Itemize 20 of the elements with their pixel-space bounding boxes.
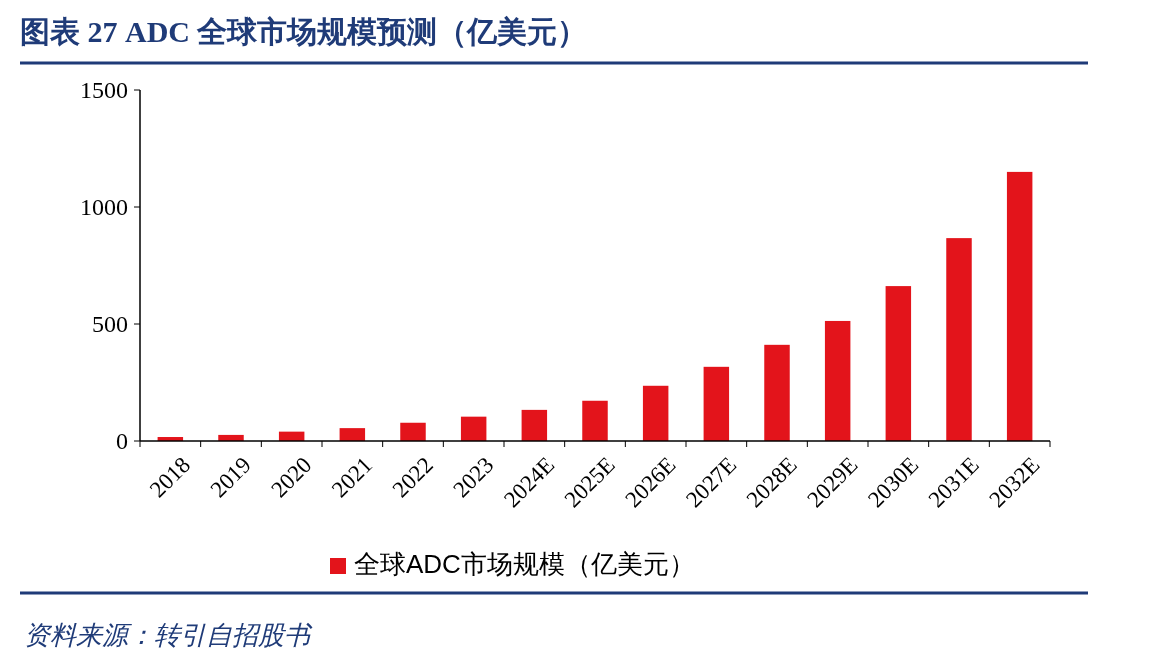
bar xyxy=(521,409,548,441)
bar xyxy=(339,428,366,441)
y-tick-label: 500 xyxy=(92,311,128,337)
bar xyxy=(460,416,487,441)
chart-title: 图表 27 ADC 全球市场规模预测（亿美元） xyxy=(20,15,588,48)
bar xyxy=(400,422,426,441)
y-tick-label: 1000 xyxy=(80,194,128,220)
bar xyxy=(642,385,669,441)
bar xyxy=(824,320,851,441)
bar xyxy=(946,238,972,441)
y-tick-label: 1500 xyxy=(80,77,128,103)
legend-label: 全球ADC市场规模（亿美元） xyxy=(354,549,695,579)
bar xyxy=(764,344,790,441)
bar xyxy=(885,286,912,441)
bar xyxy=(703,366,730,441)
text: 资料来源：转引自招股书 xyxy=(24,621,313,650)
x-tick-label: 2021 xyxy=(326,452,378,503)
bar xyxy=(582,400,608,441)
y-tick-label: 0 xyxy=(116,428,128,454)
bar xyxy=(1006,171,1033,441)
